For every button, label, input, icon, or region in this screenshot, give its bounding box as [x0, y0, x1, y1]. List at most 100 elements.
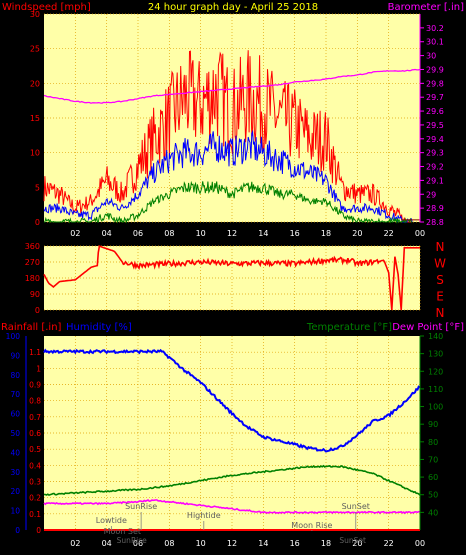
barometer-tick-label: 30.2 — [426, 24, 444, 33]
temperature-tick-label: 60 — [428, 473, 438, 482]
barometer-tick-label: 28.9 — [426, 204, 444, 213]
average-series-line — [43, 129, 413, 223]
x-tick-label: 02 — [70, 229, 80, 238]
x-tick-label: 04 — [102, 229, 112, 238]
rainfall-tick-label: 0.9 — [29, 381, 41, 390]
sunset-bottom-label: SunSet — [339, 536, 366, 545]
compass-label: N — [436, 306, 445, 320]
x-tick-label: 04 — [102, 539, 112, 548]
barometer-tick-label: 30 — [426, 52, 436, 61]
dewpoint-axis-label: Dew Point [°F] — [392, 322, 464, 333]
x-tick-label: 06 — [133, 539, 143, 548]
dewpoint-series-line — [43, 499, 420, 515]
rainfall-tick-label: 1.1 — [29, 348, 41, 357]
humidity-tick-label: 70 — [10, 390, 20, 399]
barometer-tick-label: 28.8 — [426, 218, 444, 227]
humidity-series-line — [43, 348, 421, 453]
moonrise-label: Moon Rise — [291, 521, 332, 530]
windspeed-tick-label: 0 — [35, 218, 40, 227]
windspeed-tick-label: 20 — [30, 79, 40, 88]
x-tick-label: 18 — [321, 229, 331, 238]
windspeed-axis-label: Windspeed [mph] — [2, 2, 91, 13]
windspeed-tick-label: 25 — [30, 45, 40, 54]
x-tick-label: 12 — [227, 229, 237, 238]
x-tick-label: 16 — [290, 229, 300, 238]
sunset-label: SunSet — [342, 502, 370, 511]
humidity-tick-label: 80 — [10, 371, 20, 380]
rainfall-tick-label: 0.6 — [29, 429, 41, 438]
humidity-tick-label: 60 — [10, 410, 20, 419]
x-tick-label: 06 — [133, 229, 143, 238]
rainfall-tick-label: 0.2 — [29, 494, 41, 503]
windspeed-tick-label: 5 — [35, 183, 40, 192]
humidity-tick-label: 50 — [10, 429, 20, 438]
moonset-label: Moon Set — [104, 527, 141, 536]
compass-label: E — [436, 290, 444, 304]
compass-label: W — [434, 257, 446, 271]
x-tick-label: 10 — [196, 539, 206, 548]
barometer-tick-label: 29.3 — [426, 149, 444, 158]
sunrise-label: SunRise — [125, 502, 157, 511]
temperature-axis-label: Temperature [°F] — [306, 322, 392, 333]
x-tick-label: 02 — [70, 539, 80, 548]
barometer-tick-label: 29.6 — [426, 107, 444, 116]
barometer-tick-label: 29.7 — [426, 93, 444, 102]
x-tick-label: 22 — [384, 539, 394, 548]
humidity-tick-label: 0 — [15, 526, 20, 535]
wind-direction-plot-area — [44, 246, 420, 310]
rainfall-tick-label: 0.3 — [29, 478, 41, 487]
temperature-tick-label: 110 — [428, 385, 443, 394]
barometer-tick-label: 29.4 — [426, 135, 444, 144]
barometer-series-line — [43, 68, 421, 104]
hightide-label: Hightide — [187, 511, 221, 520]
barometer-tick-label: 30.1 — [426, 38, 444, 47]
x-tick-label: 00 — [415, 539, 425, 548]
chart-title: 24 hour graph day - April 25 2018 — [148, 2, 318, 13]
temperature-tick-label: 130 — [428, 350, 443, 359]
windspeed-tick-label: 30 — [30, 10, 40, 19]
humidity-tick-label: 20 — [10, 487, 20, 496]
direction-tick-label: 90 — [30, 290, 40, 299]
x-tick-label: 20 — [352, 229, 362, 238]
direction-tick-label: 270 — [25, 258, 40, 267]
humidity-tick-label: 30 — [10, 468, 20, 477]
temperature-tick-label: 120 — [428, 367, 443, 376]
temperature-tick-label: 40 — [428, 508, 438, 517]
barometer-axis-label: Barometer [.in] — [388, 2, 464, 13]
windspeed-tick-label: 10 — [30, 149, 40, 158]
humidity-tick-label: 90 — [10, 351, 20, 360]
x-tick-label: 22 — [384, 229, 394, 238]
x-tick-label: 10 — [196, 229, 206, 238]
x-tick-label: 12 — [227, 539, 237, 548]
temperature-tick-label: 50 — [428, 491, 438, 500]
compass-label: N — [436, 240, 445, 254]
humidity-axis-label: Humidity [%] — [66, 322, 132, 333]
direction-tick-label: 180 — [25, 274, 40, 283]
wind-direction-line — [43, 245, 420, 311]
barometer-tick-label: 29.9 — [426, 65, 444, 74]
barometer-tick-label: 29.1 — [426, 176, 444, 185]
barometer-tick-label: 29.5 — [426, 121, 444, 130]
rainfall-tick-label: 0.8 — [29, 397, 41, 406]
temperature-series-line — [43, 464, 421, 497]
x-tick-label: 14 — [258, 229, 268, 238]
x-tick-label: 16 — [290, 539, 300, 548]
x-tick-label: 08 — [164, 229, 174, 238]
rainfall-tick-label: 1 — [36, 364, 41, 373]
humidity-tick-label: 10 — [10, 507, 20, 516]
rainfall-tick-label: 0.1 — [29, 510, 41, 519]
rainfall-tick-label: 0.5 — [29, 445, 41, 454]
barometer-tick-label: 29.8 — [426, 79, 444, 88]
temperature-tick-label: 80 — [428, 438, 438, 447]
direction-tick-label: 360 — [25, 242, 40, 251]
temperature-tick-label: 140 — [428, 332, 443, 341]
x-tick-label: 20 — [352, 539, 362, 548]
barometer-tick-label: 29.2 — [426, 163, 444, 172]
barometer-tick-label: 29 — [426, 190, 436, 199]
humidity-tick-label: 40 — [10, 448, 20, 457]
wind-barometer-panel: 02 04 06 08 10 12 14 16 18 20 22 0005101520253028.8… — [2, 2, 464, 238]
windspeed-tick-label: 15 — [30, 114, 40, 123]
sunrise-bottom-label: SunRise — [117, 536, 147, 545]
